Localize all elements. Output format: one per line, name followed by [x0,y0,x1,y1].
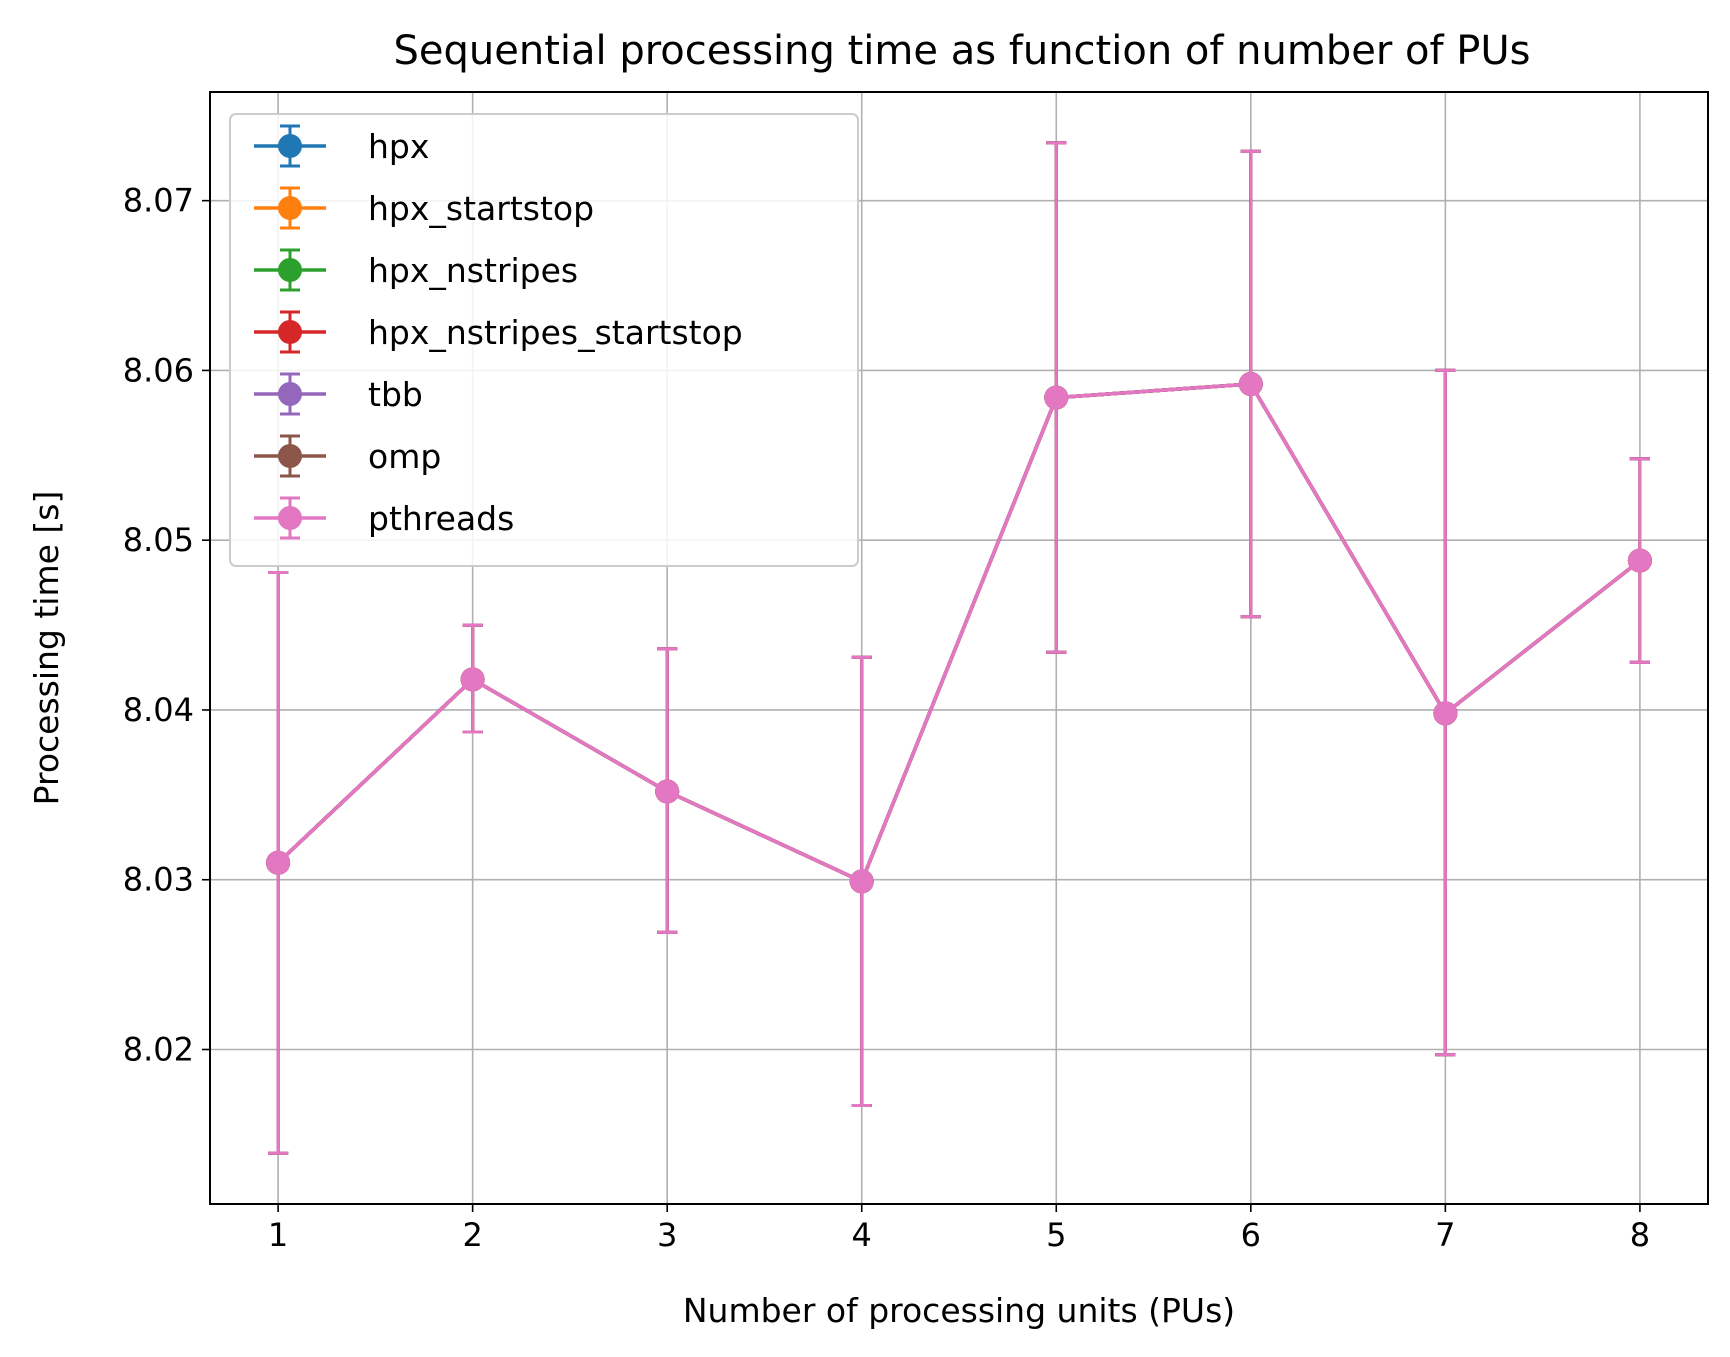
x-axis-label: Number of processing units (PUs) [683,1291,1235,1330]
legend-label: hpx_startstop [368,189,594,228]
x-tick-label: 4 [852,1216,872,1254]
legend-marker [278,506,302,530]
data-point [1044,385,1069,410]
y-tick-label: 8.06 [123,351,194,389]
data-point [655,779,680,804]
legend-box [229,113,859,567]
legend-item: pthreads [254,496,514,540]
series-group [266,141,1652,1155]
legend-label: hpx_nstripes [368,251,578,290]
legend-item: hpx [254,124,429,168]
data-point [1238,372,1263,397]
y-tick-label: 8.07 [123,182,194,220]
legend-item: omp [254,434,441,478]
legend-marker [278,196,302,220]
plot-area-frame [209,91,1709,1205]
legend-marker [278,134,302,158]
legend: hpx hpx_startstop hpx_nstripes hpx_nstripes… [229,113,859,567]
legend-item: hpx_startstop [254,186,594,230]
x-tick-label: 2 [462,1216,482,1254]
y-tick-label: 8.05 [123,521,194,559]
legend-label: omp [368,437,441,476]
legend-item: hpx_nstripes_startstop [254,310,743,354]
legend-label: hpx [368,127,429,166]
data-point [266,850,291,875]
series-line [276,382,1641,884]
y-tick-label: 8.02 [123,1031,194,1069]
legend-label: pthreads [368,499,514,538]
legend-item: tbb [254,372,423,416]
x-tick-label: 8 [1630,1216,1650,1254]
legend-item: hpx_nstripes [254,248,578,292]
legend-marker [278,382,302,406]
data-point [849,869,874,894]
x-tick-label: 5 [1046,1216,1066,1254]
data-point [1433,701,1458,726]
legend-label: tbb [368,375,423,414]
legend-marker [278,444,302,468]
x-tick-label: 7 [1435,1216,1455,1254]
axis-ticks: 1 2 3 4 5 6 7 8 8.02 8.03 8.04 8.05 8.06 8.07 [123,182,1650,1254]
chart-title: Sequential processing time as function o… [394,28,1531,74]
data-point [1627,548,1652,573]
x-tick-label: 1 [268,1216,288,1254]
legend-marker [278,258,302,282]
data-point [460,667,485,692]
x-tick-label: 6 [1241,1216,1261,1254]
y-axis-label: Processing time [s] [27,491,66,806]
legend-marker [278,320,302,344]
y-tick-label: 8.04 [123,691,194,729]
series-pthreads [266,141,1652,1155]
legend-label: hpx_nstripes_startstop [368,313,743,352]
x-tick-label: 3 [657,1216,677,1254]
y-tick-label: 8.03 [123,861,194,899]
